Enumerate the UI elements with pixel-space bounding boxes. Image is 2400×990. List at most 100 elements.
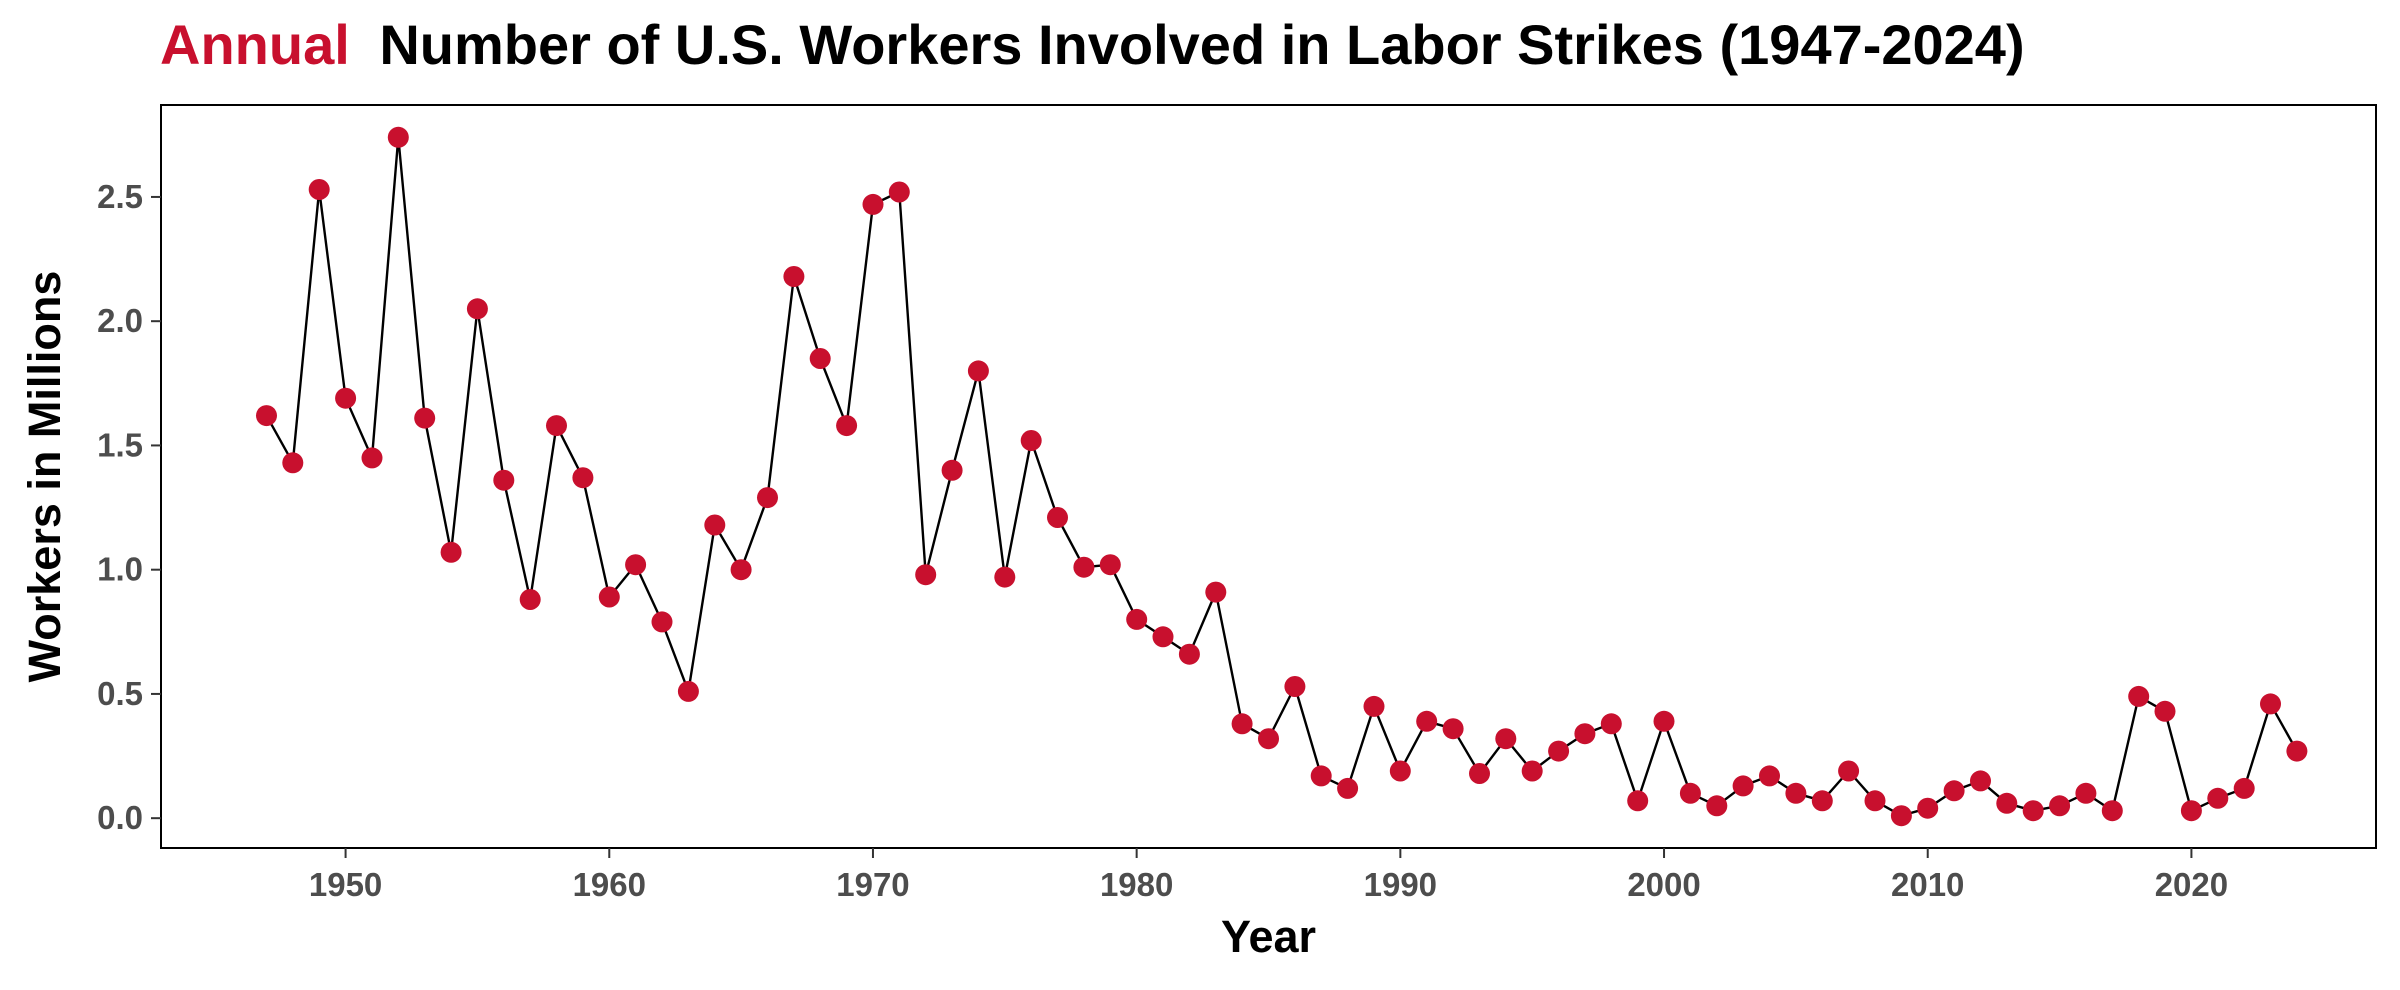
data-point [414,407,436,429]
y-tick-label: 2.5 [97,178,143,215]
data-point [1126,608,1148,630]
data-point [1231,713,1253,735]
data-point [387,126,409,148]
x-tick-label: 2010 [1891,866,1964,903]
data-point [2233,777,2255,799]
data-point [1469,763,1490,784]
data-point [1205,581,1227,603]
data-point [1864,790,1886,812]
x-tick-label: 2020 [2155,866,2228,903]
x-tick-label: 1980 [1100,866,1173,903]
data-point [2260,693,2281,715]
data-point [783,266,805,287]
data-point [466,298,488,320]
x-axis: 1950 1960 1970 1980 1990 2000 2010 2020 [309,848,2228,903]
data-point [1363,695,1385,717]
y-tick-label: 1.5 [97,426,143,463]
data-point [915,564,937,586]
data-point [1943,780,1965,802]
data-point [598,586,620,608]
data-point [308,179,330,200]
data-point [1521,760,1543,782]
data-point [282,452,304,474]
data-point [651,611,673,633]
data-point [967,360,989,382]
data-point [2022,800,2044,822]
data-point [2180,800,2202,822]
data-point [1811,790,1833,812]
data-point [1178,643,1200,665]
x-tick-label: 1990 [1364,866,1437,903]
data-point [704,514,726,536]
data-point [1890,805,1912,827]
data-point [862,193,884,215]
data-point [1442,718,1464,740]
chart-title-highlight: Annual [160,13,350,76]
series-layer [256,126,2308,827]
data-point [625,554,647,576]
data-point [572,467,594,489]
y-tick-label: 0.5 [97,675,143,712]
y-axis: 0.0 0.5 1.0 1.5 2.0 2.5 [97,178,161,836]
data-point [2049,795,2071,817]
data-point [2154,700,2176,722]
data-point [2128,685,2150,707]
data-point [1548,740,1570,762]
data-point [1047,507,1068,528]
data-point [2101,800,2123,822]
x-axis-title: Year [1221,911,1316,962]
data-point [836,415,858,437]
data-point [2286,740,2308,762]
data-point [1310,765,1332,787]
x-tick-label: 1970 [836,866,909,903]
data-point [2207,787,2229,809]
chart-title: Annual Number of U.S. Workers Involved i… [160,13,2025,76]
data-point [1627,790,1649,812]
data-point [1073,556,1095,578]
data-point [256,405,277,427]
data-point [1759,765,1780,787]
data-point [1152,626,1174,648]
data-point [2075,782,2097,804]
data-point [1785,782,1807,804]
x-tick-label: 1960 [573,866,646,903]
x-tick-label: 2000 [1627,866,1700,903]
data-point [757,487,778,509]
data-point [730,559,752,581]
data-point [1679,782,1701,804]
data-point [1838,760,1860,782]
data-point [335,387,357,409]
data-point [1495,728,1517,750]
data-point [493,469,515,491]
data-point [677,680,699,702]
x-tick-label: 1950 [309,866,382,903]
data-point [1389,760,1411,782]
data-point [1099,554,1121,576]
data-point [1917,797,1939,819]
data-point [361,447,383,469]
data-point [1416,710,1438,732]
data-point [1284,676,1306,697]
data-point [440,541,462,563]
data-point [1337,777,1359,799]
y-tick-label: 0.0 [97,799,143,836]
data-point [1258,728,1279,750]
data-point [1600,713,1622,735]
data-point [994,566,1016,588]
data-point [546,415,567,437]
data-point [1732,775,1754,797]
data-point [809,348,831,369]
data-point [1970,770,1991,792]
plot-frame [160,104,2377,849]
y-tick-label: 1.0 [97,551,143,588]
data-point [1706,795,1728,817]
y-axis-title: Workers in Millions [19,271,70,683]
data-point [1653,710,1675,732]
data-point [1574,723,1596,745]
data-point [1020,430,1042,451]
y-tick-label: 2.0 [97,302,143,339]
data-point [888,181,910,203]
data-point [519,589,541,610]
chart-title-rest: Number of U.S. Workers Involved in Labor… [379,13,2024,76]
